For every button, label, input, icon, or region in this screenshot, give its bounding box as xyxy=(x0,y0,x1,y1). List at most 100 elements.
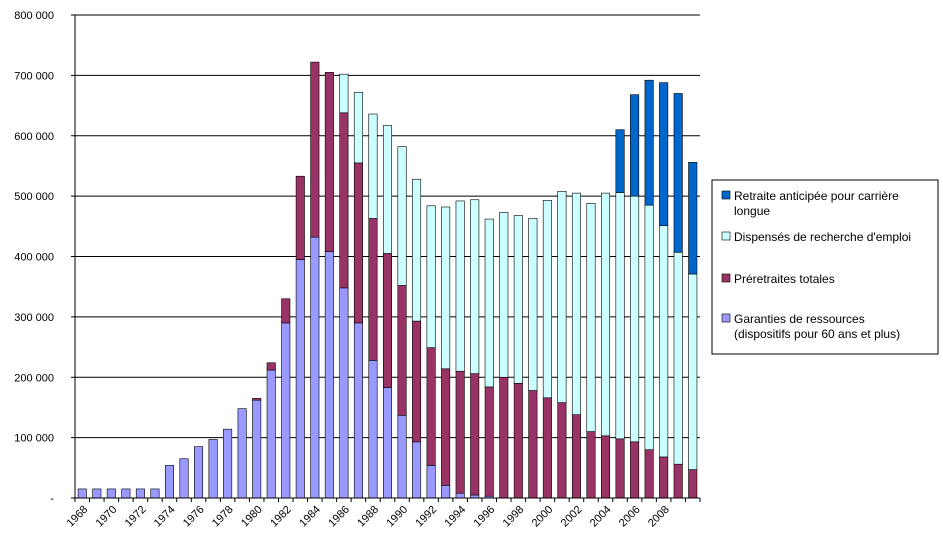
bar-segment xyxy=(324,251,334,499)
x-tick-label: 1978 xyxy=(210,504,236,530)
bar-segment xyxy=(106,488,116,499)
bar-segment xyxy=(673,463,683,499)
bar-segment xyxy=(208,439,218,499)
bar-segment xyxy=(601,435,611,499)
bar-segment xyxy=(557,402,567,499)
x-tick-label: 1968 xyxy=(65,504,91,530)
bar-segment xyxy=(499,376,509,499)
x-tick-label: 2004 xyxy=(588,504,614,530)
bar-segment xyxy=(586,203,596,432)
legend-swatch xyxy=(721,313,731,323)
bar-segment xyxy=(630,441,640,499)
bar-segment xyxy=(688,162,698,275)
bar-segment xyxy=(441,485,451,499)
bar-segment xyxy=(281,322,291,499)
x-tick-label: 2002 xyxy=(559,504,585,530)
x-axis-ticks: 1968 1970 1972 1974 1976 1978 1980 1982 1984 1986… xyxy=(65,498,701,530)
bar-segment xyxy=(412,178,422,322)
bar-segment xyxy=(412,441,422,499)
legend-label: Garanties de ressources xyxy=(734,312,865,326)
x-tick-label: 1988 xyxy=(355,504,381,530)
axes xyxy=(74,15,700,499)
legend-box xyxy=(711,179,939,355)
y-tick-label: 400 000 xyxy=(14,252,54,264)
bar-segment xyxy=(92,488,102,499)
x-tick-label: 1986 xyxy=(326,504,352,530)
bar-segment xyxy=(688,273,698,470)
bar-segment xyxy=(77,488,87,499)
y-tick-label: 800 000 xyxy=(14,10,54,22)
x-tick-label: 1980 xyxy=(239,504,265,530)
bar-segment xyxy=(135,488,145,499)
x-tick-label: 1982 xyxy=(268,504,294,530)
bar-segment xyxy=(382,253,393,388)
x-tick-label: 1976 xyxy=(181,504,207,530)
x-tick-label: 2000 xyxy=(530,504,556,530)
bar-segment xyxy=(426,205,436,348)
legend-label: Préretraites totales xyxy=(734,272,835,286)
bar-segment xyxy=(310,61,320,238)
bar-segment xyxy=(441,206,451,370)
legend-label: Dispensés de recherche d'emploi xyxy=(734,230,911,244)
legend-label: (dispositifs pour 60 ans et plus) xyxy=(734,327,900,341)
x-tick-label: 1996 xyxy=(472,504,498,530)
bar-segment xyxy=(368,113,378,219)
y-tick-label: - xyxy=(50,493,54,505)
x-tick-label: 1998 xyxy=(501,504,527,530)
y-tick-label: 500 000 xyxy=(14,191,54,203)
legend-swatch xyxy=(721,273,731,283)
bar-segment xyxy=(397,146,407,286)
bar-segment xyxy=(397,414,407,499)
bar-segment xyxy=(528,218,538,391)
bar-segment xyxy=(455,370,465,494)
bar-segment xyxy=(223,428,233,499)
bar-segment xyxy=(470,199,480,374)
bar-segment xyxy=(542,200,552,399)
bar-segment xyxy=(412,320,422,443)
bar-segment xyxy=(353,322,363,499)
bar-segment xyxy=(426,347,436,466)
bar-segment xyxy=(368,218,378,361)
x-tick-label: 2008 xyxy=(646,504,672,530)
legend-label: Retraite anticipée pour carrière xyxy=(734,189,899,203)
bar-segment xyxy=(295,259,305,499)
bar-segment xyxy=(571,414,581,499)
bar-segment xyxy=(150,488,160,499)
bar-segment xyxy=(659,456,669,499)
bar-segment xyxy=(688,469,698,499)
bar-segment xyxy=(339,73,349,114)
bar-segment xyxy=(324,72,334,252)
y-tick-label: 200 000 xyxy=(14,372,54,384)
bar-segment xyxy=(542,397,552,499)
x-tick-label: 1974 xyxy=(152,504,178,530)
x-tick-label: 1972 xyxy=(123,504,149,530)
bar-segment xyxy=(615,192,625,440)
x-tick-label: 1984 xyxy=(297,504,323,530)
legend-swatch xyxy=(721,190,731,200)
bar-segment xyxy=(252,398,262,401)
bar-segment xyxy=(455,200,465,372)
x-tick-label: 1992 xyxy=(413,504,439,530)
bar-segment xyxy=(484,386,494,497)
bar-segment xyxy=(455,492,465,499)
bar-segment xyxy=(353,162,363,324)
bar-segment xyxy=(281,298,291,324)
bar-segment xyxy=(194,446,204,499)
bar-segment xyxy=(339,287,349,499)
legend-swatch xyxy=(721,231,731,241)
bar-segment xyxy=(513,382,523,499)
x-tick-label: 1994 xyxy=(442,504,468,530)
bar-segment xyxy=(615,129,625,193)
bar-segment xyxy=(644,204,654,450)
bar-segment xyxy=(470,373,480,496)
bar-segment xyxy=(339,112,349,289)
y-axis-ticks: - 100 000 200 000 300 000 400 000 500 000 600 … xyxy=(14,10,75,505)
bar-segment xyxy=(484,218,494,388)
bar-segment xyxy=(353,91,363,164)
x-tick-label: 1990 xyxy=(384,504,410,530)
bar-segment xyxy=(513,215,523,384)
bar-segment xyxy=(601,192,611,437)
y-tick-label: 300 000 xyxy=(14,312,54,324)
